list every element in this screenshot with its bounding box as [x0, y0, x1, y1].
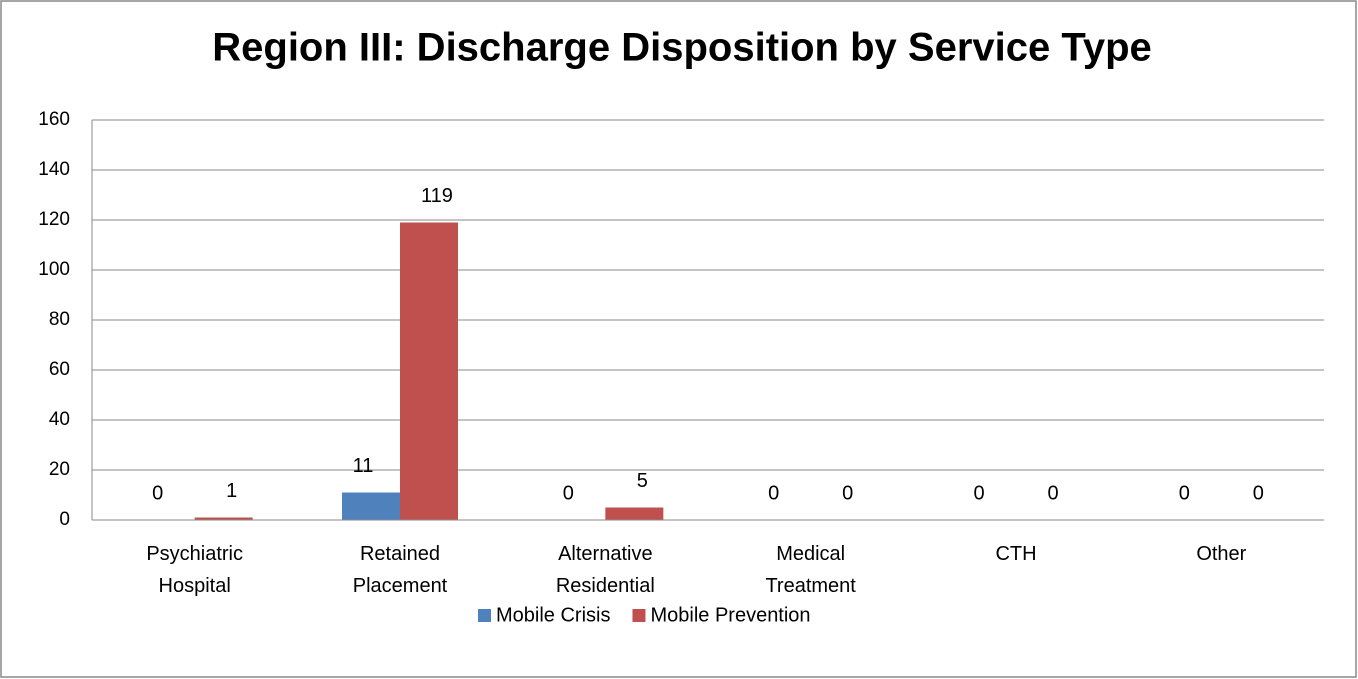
data-label: 1 — [226, 480, 237, 502]
y-tick-label: 20 — [49, 459, 70, 480]
y-tick-label: 140 — [38, 159, 70, 180]
x-tick-label: CTH — [995, 543, 1036, 565]
x-tick-label-line: Residential — [556, 575, 655, 597]
data-label: 0 — [1047, 482, 1058, 504]
x-tick-label-line: Medical — [776, 543, 845, 565]
x-tick-label: Alternative Residential — [556, 543, 655, 597]
y-tick-label: 60 — [49, 359, 70, 380]
bar — [194, 517, 253, 520]
y-tick-label: 0 — [59, 509, 70, 530]
y-tick-label: 160 — [38, 109, 70, 130]
x-tick-label-line: Treatment — [765, 575, 856, 597]
x-tick-label-line: CTH — [995, 543, 1036, 565]
x-tick-label-line: Retained — [360, 543, 440, 565]
legend-label: Mobile Crisis — [496, 604, 610, 626]
data-label: 0 — [768, 482, 779, 504]
data-label: 0 — [1253, 482, 1264, 504]
x-tick-label: Other — [1196, 543, 1246, 565]
x-tick-label: Medical Treatment — [765, 543, 856, 597]
x-tick-label-line: Other — [1196, 543, 1246, 565]
data-label: 119 — [421, 185, 453, 207]
data-label: 0 — [1179, 482, 1190, 504]
x-tick-label-line: Placement — [353, 575, 448, 597]
data-label: 0 — [563, 482, 574, 504]
x-tick-label-line: Hospital — [159, 575, 231, 597]
data-label: 0 — [842, 482, 853, 504]
chart-title: Region III: Discharge Disposition by Ser… — [212, 26, 1152, 70]
x-tick-label-line: Alternative — [558, 543, 653, 565]
x-tick-label-line: Psychiatric — [146, 543, 243, 565]
x-tick-label: Retained Placement — [353, 543, 448, 597]
bar — [400, 222, 458, 520]
x-tick-label: Psychiatric Hospital — [146, 543, 243, 597]
y-tick-label: 100 — [38, 259, 70, 280]
data-label: 5 — [637, 470, 648, 492]
legend-swatch — [478, 609, 491, 622]
bar — [605, 507, 664, 520]
legend-swatch — [632, 609, 646, 622]
data-label: 0 — [152, 482, 163, 504]
data-label: 0 — [973, 482, 984, 504]
legend-label: Mobile Prevention — [650, 604, 810, 626]
bar — [342, 492, 400, 520]
data-label: 11 — [353, 455, 374, 477]
y-tick-label: 120 — [38, 209, 70, 230]
y-tick-label: 40 — [49, 409, 70, 430]
y-tick-label: 80 — [49, 309, 70, 330]
